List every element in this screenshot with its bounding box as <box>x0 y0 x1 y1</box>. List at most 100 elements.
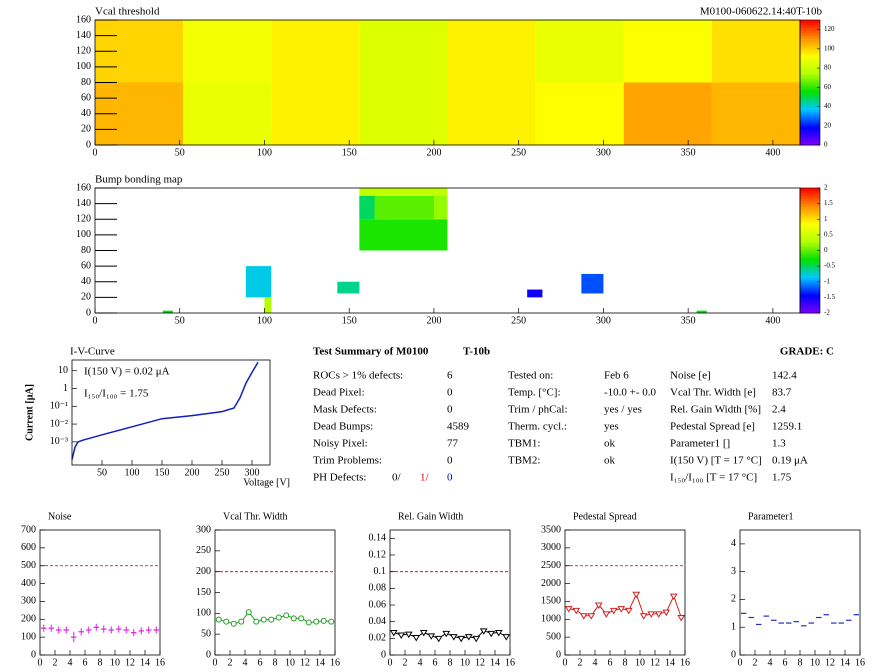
colorbar-step <box>800 235 820 239</box>
grade: GRADE: C <box>780 346 834 358</box>
colorbar-step <box>800 115 820 119</box>
summary-label: Trim Problems: <box>313 455 382 467</box>
chart-title: Parameter1 <box>748 511 794 522</box>
marker <box>260 616 267 623</box>
colorbar-step <box>800 86 820 90</box>
summary-value: 77 <box>447 438 459 450</box>
x-tick-label: 200 <box>426 147 441 158</box>
marker <box>609 607 618 615</box>
colorbar-step <box>800 80 820 83</box>
y-tick-label: 0.06 <box>369 599 387 610</box>
marker <box>290 615 297 622</box>
y-tick-label: 0.12 <box>369 549 387 560</box>
colorbar-step <box>800 215 820 218</box>
colorbar-step <box>800 20 820 23</box>
y-tick-label: 40 <box>81 108 91 119</box>
colorbar-step <box>800 281 820 285</box>
x-tick-label: 4 <box>68 657 73 668</box>
x-tick-label: 2 <box>578 657 583 668</box>
colorbar-step <box>800 240 820 243</box>
colorbar-step <box>800 285 820 289</box>
summary-label: Dead Pixel: <box>313 387 365 399</box>
summary-value: 1.3 <box>772 438 786 450</box>
y-tick-label: 0.04 <box>369 616 387 627</box>
heatmap-cell <box>623 20 712 83</box>
colorbar-step <box>800 74 820 77</box>
x-tick-label: 14 <box>665 657 675 668</box>
chart-title: I-V-Curve <box>70 346 115 358</box>
summary-label: Trim / phCal: <box>508 404 568 416</box>
y-tick-label: 160 <box>76 14 91 25</box>
y-tick-label: 150 <box>196 587 211 598</box>
x-tick-label: 16 <box>155 657 165 668</box>
colorbar-step <box>800 246 820 249</box>
marker <box>487 630 496 638</box>
heatmap-cell <box>359 82 448 145</box>
y-axis-label: Current [μA] <box>24 384 35 441</box>
chart-title: Bump bonding map <box>95 174 183 186</box>
colorbar-step <box>800 296 820 299</box>
colorbar-step <box>800 208 820 212</box>
x-tick-label: 300 <box>596 315 611 326</box>
colorbar-step <box>800 40 820 44</box>
x-tick-label: 10 <box>285 657 295 668</box>
y-tick-label: 10⁻² <box>50 418 68 429</box>
colorbar-label: 40 <box>824 102 832 110</box>
heatmap-cell <box>696 310 707 313</box>
chart-title: Vcal threshold <box>95 6 160 18</box>
y-tick-label: 0 <box>31 649 36 660</box>
marker <box>313 618 320 625</box>
x-tick-label: 16 <box>855 657 865 668</box>
summary-value: 83.7 <box>772 387 792 399</box>
plot-frame <box>214 529 336 656</box>
colorbar-label: -0.5 <box>824 262 836 270</box>
colorbar-step <box>800 49 820 52</box>
x-tick-label: 100 <box>125 467 140 478</box>
summary-label: Tested on: <box>508 370 553 382</box>
colorbar-step <box>800 248 820 251</box>
x-tick-label: 8 <box>98 657 103 668</box>
y-tick-label: 700 <box>21 524 36 535</box>
colorbar-step <box>800 250 820 254</box>
x-tick-label: 300 <box>245 467 260 478</box>
marker <box>275 614 282 621</box>
colorbar-step <box>800 223 820 226</box>
colorbar-step <box>800 229 820 233</box>
heatmap-cell <box>271 20 360 83</box>
colorbar-step <box>800 213 820 216</box>
colorbar-step <box>800 263 820 266</box>
summary-value: 1259.1 <box>772 421 802 433</box>
summary-value: 0 <box>447 387 453 399</box>
colorbar-step <box>800 300 820 304</box>
summary-label: Temp. [°C]: <box>508 387 561 399</box>
heatmap-cell <box>183 82 272 145</box>
heatmap-cell <box>447 20 536 83</box>
colorbar-step <box>800 279 820 283</box>
summary-value: 4589 <box>447 421 470 433</box>
marker <box>669 593 678 601</box>
colorbar-label: 60 <box>824 83 832 91</box>
summary-value: yes <box>604 421 619 433</box>
x-tick-label: 250 <box>215 467 230 478</box>
heatmap-cell <box>447 82 536 145</box>
x-tick-label: 14 <box>315 657 325 668</box>
y-tick-label: 60 <box>81 92 91 103</box>
colorbar-step <box>800 126 820 129</box>
y-tick-label: 0.1 <box>374 566 387 577</box>
colorbar-step <box>800 78 820 81</box>
summary-label: Noise [e] <box>670 370 711 382</box>
colorbar-step <box>800 92 820 96</box>
colorbar-step <box>800 76 820 79</box>
heatmap-cell <box>337 281 360 294</box>
colorbar-label: 80 <box>824 64 832 72</box>
x-tick-label: 16 <box>505 657 515 668</box>
colorbar-step <box>800 134 820 138</box>
x-tick-label: 150 <box>342 315 357 326</box>
colorbar-step <box>800 258 820 262</box>
marker <box>449 634 458 641</box>
colorbar-step <box>800 196 820 199</box>
heatmap-cell <box>711 20 800 83</box>
y-tick-label: 50 <box>201 628 211 639</box>
colorbar-step <box>800 120 820 123</box>
y-tick-label: 1000 <box>541 614 561 625</box>
